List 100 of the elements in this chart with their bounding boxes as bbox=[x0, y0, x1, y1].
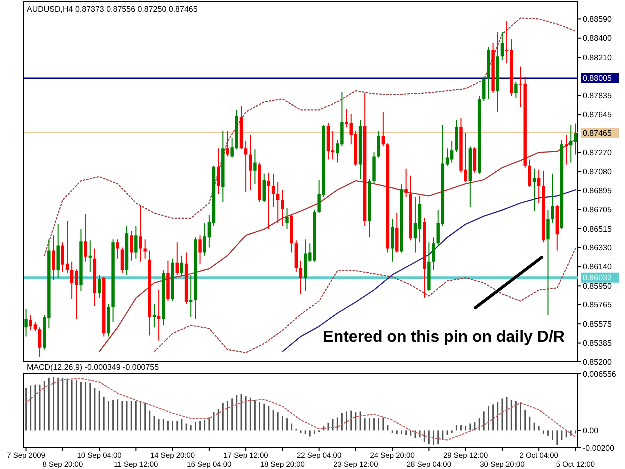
candlestick bbox=[194, 238, 198, 320]
candlestick bbox=[532, 168, 536, 212]
candlestick bbox=[487, 48, 490, 100]
candlestick bbox=[496, 32, 500, 112]
candlestick bbox=[482, 76, 486, 102]
candlestick bbox=[396, 213, 399, 253]
candlestick bbox=[537, 170, 541, 204]
y-tick-label: 0.85575 bbox=[583, 320, 612, 329]
candlestick bbox=[38, 328, 42, 357]
candlestick bbox=[130, 232, 134, 261]
candlestick bbox=[171, 258, 174, 302]
candlestick bbox=[382, 112, 386, 147]
candlestick bbox=[290, 215, 294, 253]
candlestick bbox=[216, 148, 220, 194]
candlestick bbox=[262, 174, 266, 202]
candlestick bbox=[93, 248, 97, 306]
line-series bbox=[282, 190, 576, 352]
candlestick bbox=[299, 260, 303, 294]
candlestick bbox=[364, 93, 367, 226]
y-tick-label: 0.86895 bbox=[583, 186, 612, 196]
candlestick bbox=[180, 256, 184, 276]
line-series bbox=[154, 248, 576, 354]
candlestick bbox=[144, 240, 147, 259]
candlestick bbox=[286, 208, 289, 230]
y-tick-label: 0.85950 bbox=[583, 282, 612, 291]
candlestick bbox=[162, 270, 166, 326]
candlestick bbox=[107, 304, 110, 337]
candlestick bbox=[258, 162, 262, 202]
candlestick bbox=[152, 304, 156, 328]
candlestick bbox=[88, 240, 92, 272]
y-tick-label: 0.87645 bbox=[583, 110, 612, 120]
candlestick bbox=[390, 219, 394, 262]
y-tick-label: 0.86705 bbox=[583, 206, 612, 215]
candlestick bbox=[267, 172, 271, 230]
candlestick bbox=[176, 242, 179, 276]
candlestick bbox=[116, 240, 120, 259]
candlestick bbox=[326, 123, 330, 160]
candlestick bbox=[272, 174, 276, 208]
candlestick bbox=[450, 142, 454, 163]
candlestick bbox=[492, 43, 495, 94]
candlestick bbox=[514, 82, 518, 98]
candlestick bbox=[254, 150, 257, 184]
chart-title: MACD(12,26,9) -0.000349 -0.000755 bbox=[27, 363, 160, 372]
candlestick bbox=[240, 106, 244, 150]
y-tick-label: 0.87270 bbox=[583, 148, 612, 158]
y-tick-label: -0.00200 bbox=[583, 444, 616, 453]
y-tick-label: 0.86515 bbox=[583, 224, 612, 234]
line-series bbox=[26, 378, 576, 441]
candlestick bbox=[386, 144, 390, 253]
candlestick bbox=[414, 197, 418, 253]
y-tick-label: 0.006556 bbox=[583, 370, 617, 379]
chart-title: AUDUSD,H4 0.87373 0.87556 0.87250 0.87465 bbox=[27, 5, 198, 14]
candlestick bbox=[409, 176, 412, 241]
candlestick bbox=[184, 252, 188, 304]
candlestick bbox=[166, 260, 170, 302]
y-tick-label: 0.85200 bbox=[583, 358, 612, 367]
candlestick bbox=[84, 214, 88, 262]
y-tick-label: 0.88590 bbox=[583, 14, 612, 24]
ref-line-label: 0.86032 bbox=[583, 274, 612, 283]
y-tick-label: 0.86140 bbox=[583, 262, 612, 272]
candlestick bbox=[281, 190, 284, 226]
candlestick bbox=[556, 205, 559, 251]
candlestick bbox=[148, 250, 152, 336]
candlestick bbox=[24, 309, 28, 337]
y-tick-label: 0.88400 bbox=[583, 34, 612, 44]
candlestick bbox=[404, 168, 408, 198]
y-tick-label: 0.00 bbox=[583, 426, 600, 436]
candlestick bbox=[368, 178, 372, 238]
candlestick bbox=[222, 131, 225, 202]
candlestick bbox=[478, 96, 482, 174]
candlestick bbox=[80, 230, 83, 292]
candlestick bbox=[56, 224, 60, 278]
candlestick bbox=[546, 210, 550, 316]
candlestick bbox=[432, 238, 436, 270]
candlestick bbox=[564, 135, 568, 165]
ref-line-label: 0.88005 bbox=[583, 74, 612, 84]
y-tick-label: 0.86330 bbox=[583, 244, 612, 253]
candlestick bbox=[473, 148, 477, 173]
candlestick bbox=[423, 218, 426, 298]
candlestick bbox=[226, 131, 230, 157]
candlestick bbox=[358, 120, 362, 179]
candlestick bbox=[249, 135, 252, 190]
y-tick-label: 0.88210 bbox=[583, 53, 612, 62]
candlestick bbox=[294, 240, 298, 272]
candlestick bbox=[528, 160, 532, 188]
annotation: Entered on this pin on daily D/R bbox=[323, 329, 566, 346]
candlestick bbox=[542, 170, 546, 243]
candlestick bbox=[120, 248, 124, 274]
candlestick bbox=[551, 174, 554, 224]
line-series bbox=[44, 18, 576, 256]
candlestick bbox=[190, 275, 193, 318]
y-tick-label: 0.85385 bbox=[583, 339, 612, 348]
candlestick bbox=[125, 226, 129, 276]
candlestick bbox=[102, 277, 106, 337]
y-tick-label: 0.87835 bbox=[583, 91, 612, 100]
candlestick bbox=[139, 206, 142, 262]
candlestick bbox=[428, 242, 431, 292]
y-tick-label: 0.87080 bbox=[583, 168, 612, 177]
candlestick bbox=[134, 226, 138, 259]
candlestick bbox=[112, 240, 115, 323]
